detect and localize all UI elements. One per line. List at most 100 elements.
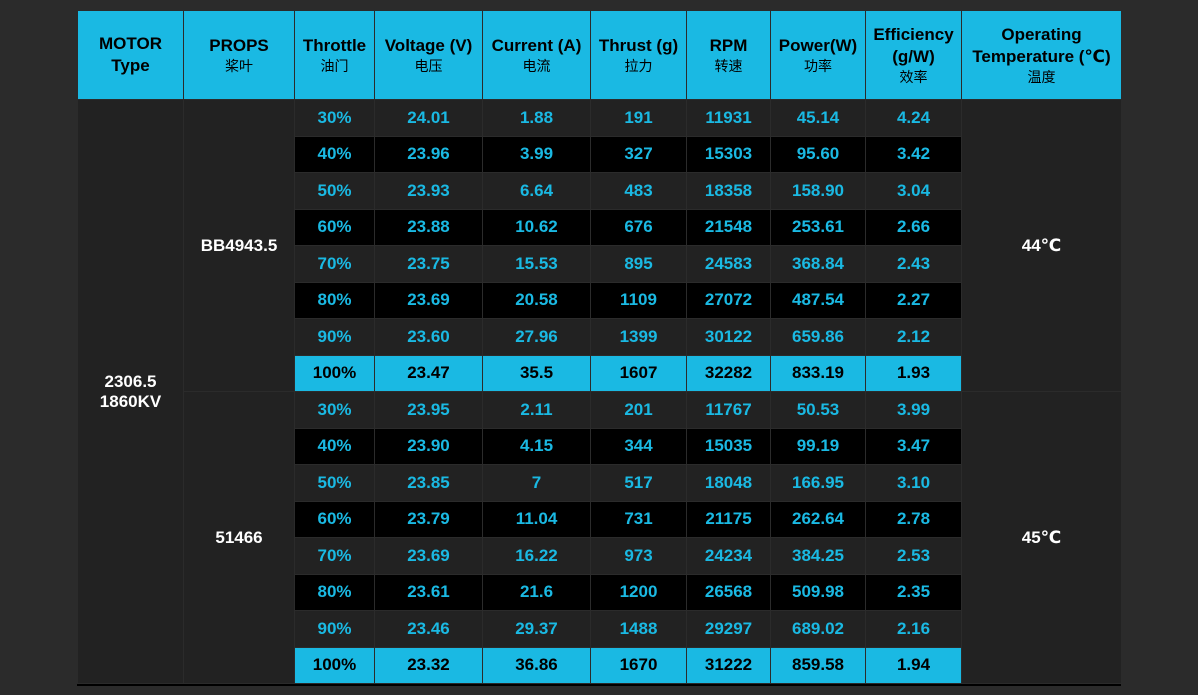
voltage-cell: 23.47	[374, 354, 483, 392]
rpm-cell: 31222	[686, 646, 771, 684]
voltage-cell: 23.85	[374, 464, 483, 502]
efficiency-cell: 1.93	[865, 354, 962, 392]
voltage-cell: 23.69	[374, 537, 483, 575]
header-label: Throttle	[302, 36, 367, 55]
table-row: 2306.5 1860KV BB4943.5 30% 24.01 1.88 191 11931…	[77, 99, 1122, 684]
table-row: 100% 23.47 35.5 1607 32282 833.19 1.93	[78, 354, 1122, 392]
power-cell: 689.02	[770, 610, 866, 648]
temperature-cell: 44℃	[961, 99, 1122, 392]
table-row: 51466 30% 23.95 2.11 201 11767 50.53 3.99 45℃	[78, 391, 1122, 684]
table-body: 2306.5 1860KV BB4943.5 30% 24.01 1.88 191 11931…	[77, 99, 1122, 684]
header-sublabel: 功率	[804, 58, 832, 74]
rpm-cell: 24583	[686, 245, 771, 283]
efficiency-cell: 2.27	[865, 281, 962, 319]
efficiency-cell: 1.94	[865, 646, 962, 684]
current-cell: 7	[482, 464, 591, 502]
header-sublabel: 温度	[1027, 69, 1056, 85]
table-row: 80% 23.61 21.6 1200 26568 509.98 2.35	[78, 573, 1122, 611]
header-sublabel: 转速	[714, 58, 743, 74]
rpm-cell: 26568	[686, 573, 771, 611]
header-label: MOTOR Type	[99, 34, 162, 75]
rpm-cell: 24234	[686, 537, 771, 575]
motor-test-table-container: MOTOR Type PROPS 桨叶 Throttle 油门 Voltage (V) 电压…	[77, 10, 1122, 684]
header-label: RPM	[709, 36, 748, 55]
rpm-cell: 27072	[686, 281, 771, 319]
voltage-cell: 23.93	[374, 172, 483, 210]
thrust-cell: 1399	[590, 318, 687, 356]
motor-model: 2306.5	[104, 371, 157, 391]
efficiency-cell: 2.12	[865, 318, 962, 356]
thrust-cell: 973	[590, 537, 687, 575]
thrust-cell: 483	[590, 172, 687, 210]
header-sublabel: 油门	[320, 58, 349, 74]
header-thrust: Thrust (g) 拉力	[590, 10, 687, 100]
throttle-cell: 60%	[294, 208, 375, 246]
prop-cell: 51466	[183, 391, 295, 684]
header-motor-type: MOTOR Type	[77, 10, 184, 100]
throttle-cell: 100%	[294, 354, 375, 392]
throttle-cell: 100%	[294, 646, 375, 684]
thrust-cell: 676	[590, 208, 687, 246]
rpm-cell: 32282	[686, 354, 771, 392]
current-cell: 16.22	[482, 537, 591, 575]
voltage-cell: 23.88	[374, 208, 483, 246]
power-cell: 253.61	[770, 208, 866, 246]
power-cell: 487.54	[770, 281, 866, 319]
rpm-cell: 21548	[686, 208, 771, 246]
table-row: 50% 23.93 6.64 483 18358 158.90 3.04	[78, 172, 1122, 210]
header-label: Thrust (g)	[598, 36, 679, 55]
table-header: MOTOR Type PROPS 桨叶 Throttle 油门 Voltage (V) 电压…	[77, 10, 1122, 100]
table-bottom-border	[77, 684, 1121, 686]
temperature-cell: 45℃	[961, 391, 1122, 684]
power-cell: 509.98	[770, 573, 866, 611]
power-cell: 262.64	[770, 500, 866, 538]
header-label: PROPS	[209, 36, 269, 55]
efficiency-cell: 3.04	[865, 172, 962, 210]
thrust-cell: 1670	[590, 646, 687, 684]
rpm-cell: 30122	[686, 318, 771, 356]
table-row: 60% 23.79 11.04 731 21175 262.64 2.78	[78, 500, 1122, 538]
voltage-cell: 23.96	[374, 135, 483, 173]
header-sublabel: 电压	[414, 58, 443, 74]
header-label: Current (A)	[491, 36, 582, 55]
current-cell: 27.96	[482, 318, 591, 356]
header-throttle: Throttle 油门	[294, 10, 375, 100]
table-row: 40% 23.96 3.99 327 15303 95.60 3.42	[78, 135, 1122, 173]
header-sublabel: 桨叶	[225, 58, 253, 74]
throttle-cell: 40%	[294, 135, 375, 173]
header-efficiency: Efficiency (g/W) 效率	[865, 10, 962, 100]
current-cell: 10.62	[482, 208, 591, 246]
voltage-cell: 23.95	[374, 391, 483, 429]
throttle-cell: 30%	[294, 391, 375, 429]
efficiency-cell: 3.10	[865, 464, 962, 502]
current-cell: 11.04	[482, 500, 591, 538]
throttle-cell: 70%	[294, 245, 375, 283]
prop-cell: BB4943.5	[183, 99, 295, 392]
power-cell: 50.53	[770, 391, 866, 429]
rpm-cell: 29297	[686, 610, 771, 648]
rpm-cell: 11767	[686, 391, 771, 429]
current-cell: 4.15	[482, 427, 591, 465]
table-row: 50% 23.85 7 517 18048 166.95 3.10	[78, 464, 1122, 502]
table-row: 90% 23.60 27.96 1399 30122 659.86 2.12	[78, 318, 1122, 356]
power-cell: 859.58	[770, 646, 866, 684]
rpm-cell: 21175	[686, 500, 771, 538]
header-row: MOTOR Type PROPS 桨叶 Throttle 油门 Voltage (V) 电压…	[77, 10, 1122, 100]
thrust-cell: 344	[590, 427, 687, 465]
header-props: PROPS 桨叶	[183, 10, 295, 100]
thrust-cell: 201	[590, 391, 687, 429]
throttle-cell: 90%	[294, 318, 375, 356]
header-sublabel: 电流	[522, 58, 551, 74]
current-cell: 2.11	[482, 391, 591, 429]
thrust-cell: 731	[590, 500, 687, 538]
current-cell: 3.99	[482, 135, 591, 173]
voltage-cell: 23.46	[374, 610, 483, 648]
motor-kv: 1860KV	[99, 391, 162, 411]
power-cell: 99.19	[770, 427, 866, 465]
voltage-cell: 23.90	[374, 427, 483, 465]
voltage-cell: 23.32	[374, 646, 483, 684]
throttle-cell: 40%	[294, 427, 375, 465]
header-current: Current (A) 电流	[482, 10, 591, 100]
thrust-cell: 1607	[590, 354, 687, 392]
current-cell: 36.86	[482, 646, 591, 684]
